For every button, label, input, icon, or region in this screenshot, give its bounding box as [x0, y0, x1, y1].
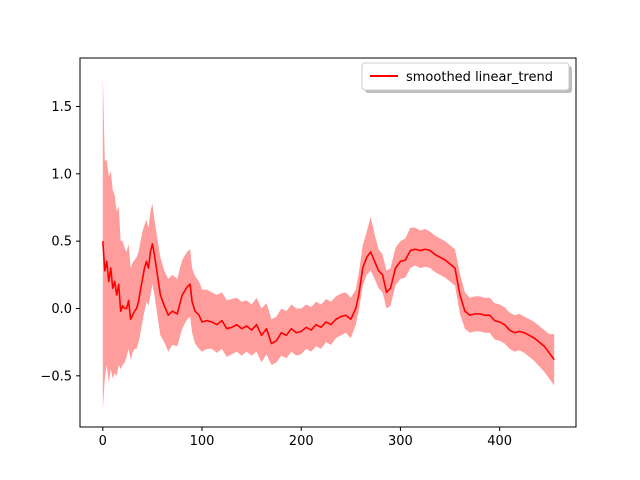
y-axis: −0.5 0.0 0.5 1.0 1.5	[40, 100, 80, 384]
x-tick-label: 300	[388, 434, 413, 449]
x-tick-label: 0	[99, 434, 107, 449]
series-line-smoothed-linear-trend	[102, 241, 555, 361]
plot-area	[102, 76, 555, 410]
y-tick-label: 1.0	[51, 167, 72, 182]
legend-box	[361, 62, 570, 91]
y-tick-label: 1.5	[51, 100, 72, 115]
x-tick-label: 200	[289, 434, 314, 449]
confidence-band	[102, 76, 555, 410]
x-axis: 0 100 200 300 400	[99, 427, 512, 449]
x-tick-label: 100	[190, 434, 215, 449]
y-tick-label: −0.5	[40, 369, 72, 384]
plot-frame	[79, 57, 577, 428]
x-tick-label: 400	[487, 434, 512, 449]
y-tick-label: 0.5	[51, 235, 72, 250]
legend: smoothed linear_trend	[361, 62, 572, 93]
y-tick-label: 0.0	[51, 302, 72, 317]
legend-entry-label: smoothed linear_trend	[406, 70, 553, 85]
